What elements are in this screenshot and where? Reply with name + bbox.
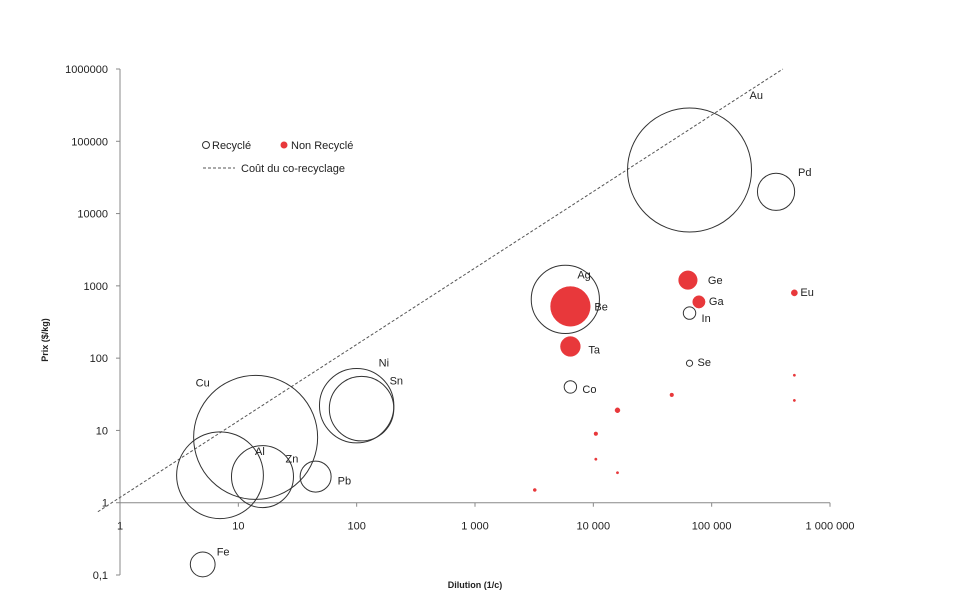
- bubble-recycled: [685, 359, 694, 367]
- bubble-non-recycled: [678, 270, 698, 290]
- point-label: Be: [594, 301, 607, 313]
- bubbles-group: [176, 107, 798, 578]
- point-label: Au: [750, 90, 763, 102]
- y-axis-title: Prix ($/kg): [40, 318, 50, 362]
- bubble-recycled: [328, 375, 395, 442]
- y-tick-label: 1000: [84, 281, 108, 293]
- y-tick-label: 10: [96, 425, 108, 437]
- bubble-non-recycled: [692, 295, 706, 309]
- point-label: Fe: [217, 546, 230, 558]
- bubble-recycled: [318, 367, 395, 444]
- bubble-recycled: [563, 380, 578, 394]
- legend-non-recycled-label: Non Recyclé: [291, 140, 353, 152]
- legend-non-recycled-marker: [280, 141, 288, 149]
- bubble-non-recycled: [792, 398, 796, 402]
- x-tick-label: 10 000: [577, 521, 611, 533]
- x-tick-label: 1: [117, 521, 123, 533]
- point-label: Ta: [588, 344, 601, 356]
- y-tick-label: 0,1: [93, 570, 108, 582]
- trend-line-group: [97, 68, 784, 513]
- x-axis-title: Dilution (1/c): [448, 580, 503, 590]
- bubble-non-recycled: [792, 373, 796, 377]
- bubble-non-recycled: [594, 457, 598, 461]
- bubble-recycled: [189, 551, 216, 578]
- point-label: Ni: [379, 358, 389, 370]
- point-label: Sn: [390, 376, 403, 388]
- bubble-recycled: [299, 460, 332, 493]
- bubble-non-recycled: [614, 407, 621, 414]
- y-tick-label: 1: [102, 498, 108, 510]
- point-label: Ag: [577, 269, 590, 281]
- bubble-non-recycled: [669, 392, 674, 398]
- bubble-recycled: [682, 306, 697, 320]
- point-label: Ga: [709, 296, 725, 308]
- y-tick-label: 100000: [71, 136, 108, 148]
- point-label: In: [702, 313, 711, 325]
- bubble-non-recycled: [791, 289, 798, 297]
- legend-recycled-label: Recyclé: [212, 140, 251, 152]
- bubble-non-recycled: [560, 336, 581, 357]
- x-tick-label: 100: [347, 521, 365, 533]
- point-label: Cu: [196, 377, 210, 389]
- bubble-non-recycled: [616, 471, 619, 475]
- x-tick-label: 100 000: [692, 521, 732, 533]
- x-tick-label: 10: [232, 521, 244, 533]
- bubble-non-recycled: [550, 286, 591, 327]
- legend: Recyclé Non Recyclé Coût du co-recyclage: [202, 140, 353, 175]
- point-label: Co: [582, 384, 596, 396]
- axes: 0,1 1 10 100 1000 10000 100000 1000000 1 10 100 1 0…: [65, 64, 854, 582]
- x-tick-label: 1 000: [461, 521, 489, 533]
- x-tick-label: 1 000 000: [806, 521, 855, 533]
- bubble-recycled: [176, 431, 264, 520]
- y-tick-label: 10000: [77, 209, 108, 221]
- legend-line-label: Coût du co-recyclage: [241, 163, 345, 175]
- point-label: Pd: [798, 167, 811, 179]
- bubble-recycled: [756, 172, 796, 211]
- point-label: Pb: [338, 476, 351, 488]
- point-label: Eu: [800, 287, 813, 299]
- legend-recycled-marker: [202, 141, 210, 149]
- point-label: Se: [698, 357, 711, 369]
- point-label: Zn: [285, 454, 298, 466]
- trend-line: [97, 68, 784, 513]
- bubble-recycled: [627, 107, 753, 233]
- y-tick-label: 100: [90, 353, 108, 365]
- bubble-non-recycled: [593, 431, 598, 436]
- bubble-non-recycled: [532, 488, 537, 492]
- bubble-recycled: [230, 445, 294, 509]
- bubble-recycled: [530, 264, 600, 334]
- point-label: Al: [255, 446, 265, 458]
- point-label: Ge: [708, 275, 723, 287]
- y-tick-label: 1000000: [65, 64, 108, 76]
